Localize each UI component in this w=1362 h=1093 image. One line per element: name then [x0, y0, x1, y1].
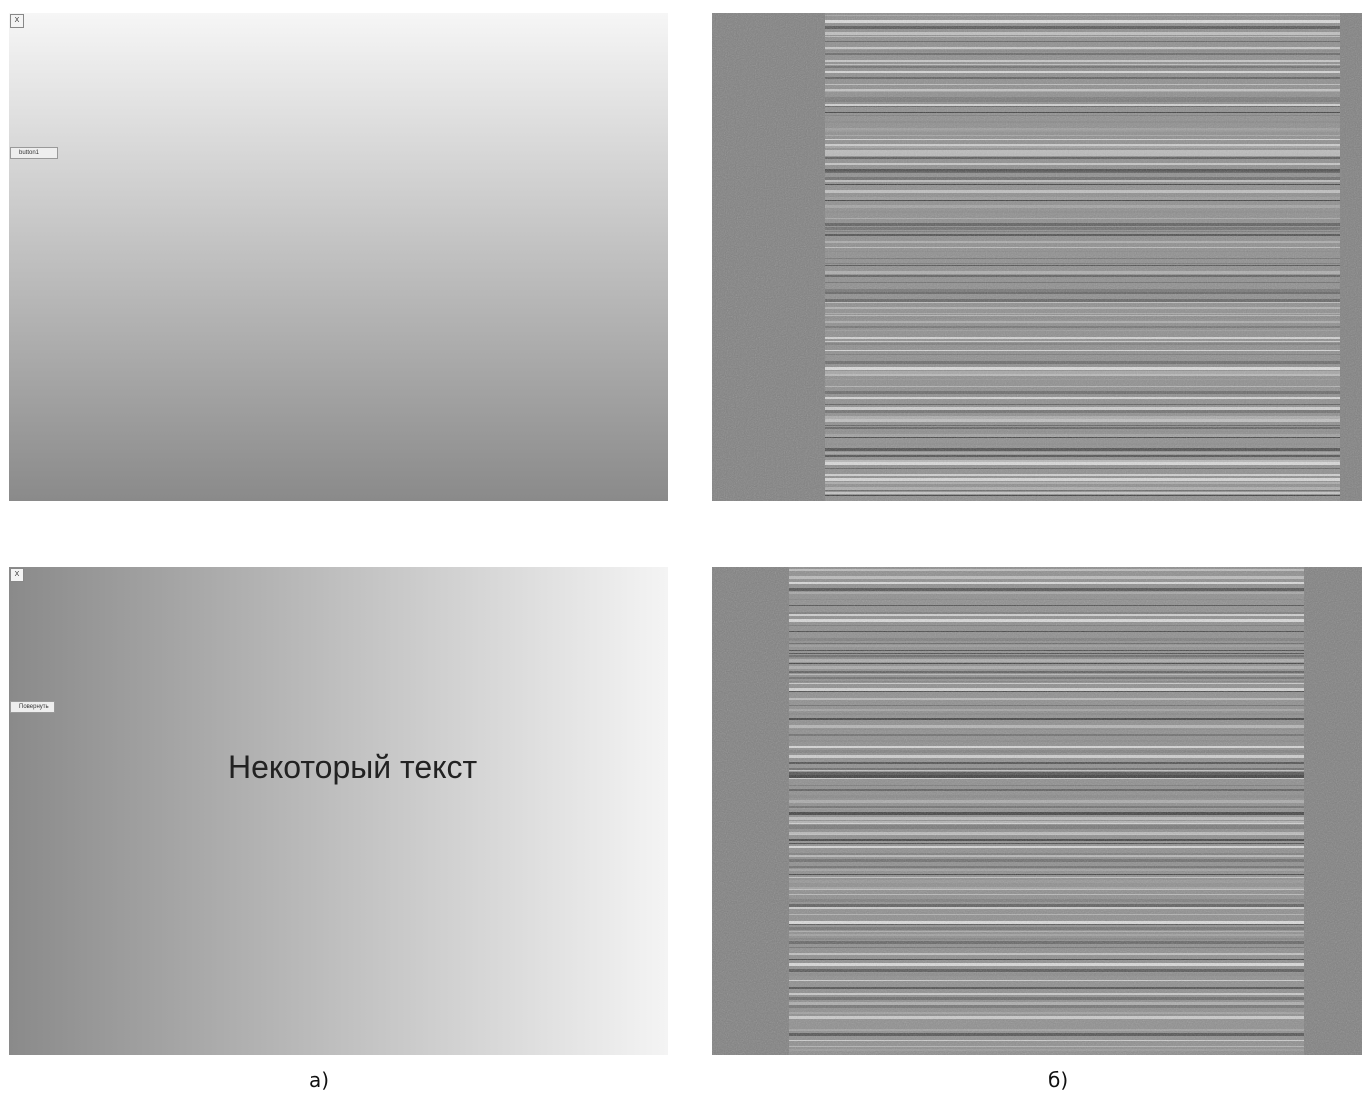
- noise-image: [712, 13, 1362, 501]
- noise-image: [712, 567, 1362, 1055]
- close-button[interactable]: X: [10, 14, 24, 28]
- noise: [712, 567, 1362, 1055]
- caption: б): [1048, 1068, 1068, 1092]
- form-top: X button1: [9, 13, 668, 501]
- button[interactable]: button1: [10, 147, 58, 159]
- page: X button1 X Повернуть Некоторый текст а)…: [0, 0, 1362, 1093]
- label-text: Некоторый текст: [228, 749, 477, 786]
- close-button[interactable]: X: [10, 568, 24, 582]
- noise: [712, 13, 1362, 501]
- form-bottom: X Повернуть Некоторый текст: [9, 567, 668, 1055]
- caption: а): [309, 1068, 329, 1092]
- button[interactable]: Повернуть: [10, 701, 55, 713]
